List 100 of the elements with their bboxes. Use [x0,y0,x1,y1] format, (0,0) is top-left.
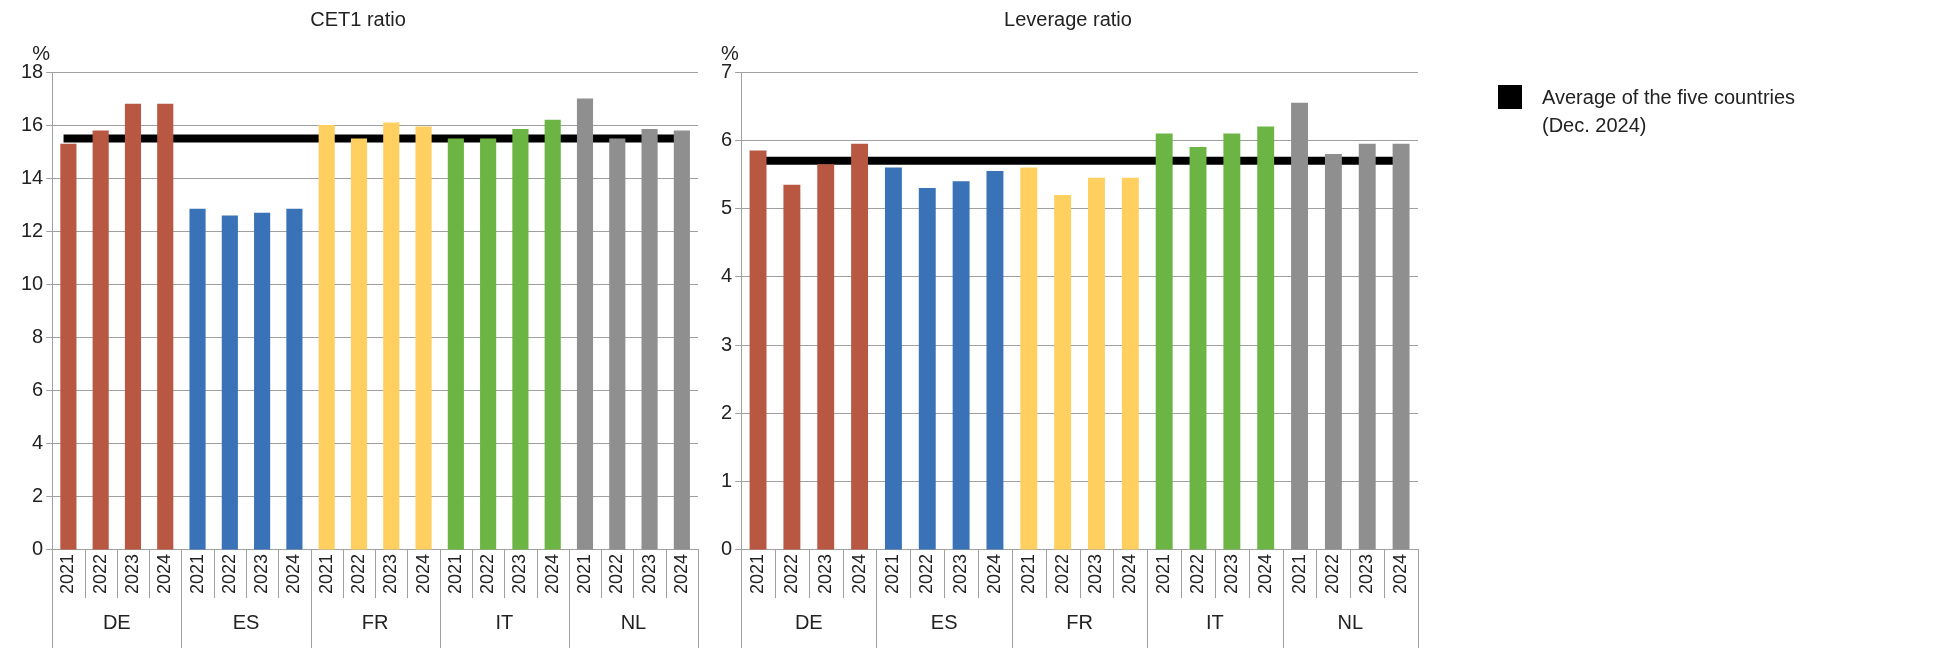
y-tick-label: 2 [32,484,44,507]
bar [447,138,464,550]
y-tick-label: 12 [21,218,44,241]
x-tick-label: 2022 [89,553,110,594]
bar [383,122,400,550]
bar [1223,133,1241,550]
x-tick-label: 2021 [573,553,594,594]
text: NL [620,610,647,633]
x-tick-label: 2023 [638,553,659,594]
bar [783,184,801,550]
x-tick-label: 2024 [670,553,691,594]
text: ES [930,610,958,633]
y-tick-label: 6 [721,127,733,150]
x-tick-label: 2024 [154,553,175,594]
bar [350,138,368,550]
x-tick-label: 2023 [814,553,835,594]
x-tick-label: 2023 [251,553,272,594]
y-tick-label: 4 [721,264,733,287]
text: ES [232,610,260,633]
bar [1291,102,1309,550]
y-tick-label: 14 [21,165,44,188]
bar [1054,194,1072,550]
x-tick-label: 2022 [1051,553,1072,594]
bar [1358,143,1376,550]
bar [884,167,902,550]
y-tick-label: 10 [21,271,44,294]
chart-title: Leverage ratio [1004,7,1132,30]
bar [918,188,936,550]
bar [986,171,1004,550]
y-tick-label: 5 [721,196,733,219]
y-tick-label: 0 [721,537,733,560]
text: DE [794,610,823,633]
x-tick-label: 2021 [1017,553,1038,594]
x-tick-label: 2023 [950,553,971,594]
bar [1189,147,1207,550]
text: IT [1206,610,1224,633]
bar [749,150,767,550]
x-tick-label: 2021 [1153,553,1174,594]
y-tick-label: 2 [721,400,733,423]
bar [817,164,835,550]
bar [576,98,594,550]
x-tick-label: 2021 [57,553,78,594]
y-tick-label: 6 [32,378,44,401]
x-tick-label: 2023 [121,553,142,594]
bar [189,208,206,550]
bar [1324,153,1342,550]
x-tick-label: 2024 [541,553,562,594]
legend-label: Average of the five countries (Dec. 2024) [1542,85,1797,138]
bar [673,130,690,550]
text: IT [495,610,514,633]
x-tick-label: 2022 [1186,553,1207,594]
y-tick-label: 16 [21,112,44,135]
x-tick-label: 2024 [1390,553,1411,594]
x-tick-label: 2021 [315,553,336,594]
x-tick-label: 2021 [747,553,768,594]
bar [415,126,432,550]
x-tick-label: 2022 [477,553,498,594]
bar [318,125,335,550]
bar [1088,177,1105,550]
bar [1392,143,1410,550]
x-tick-label: 2022 [347,553,368,594]
x-tick-label: 2023 [1356,553,1377,594]
x-tick-label: 2021 [186,553,207,594]
x-tick-label: 2024 [983,553,1004,594]
x-tick-label: 2021 [1288,553,1309,594]
y-tick-label: 4 [32,431,44,454]
x-tick-label: 2022 [916,553,937,594]
bar [1257,126,1275,550]
bar [1121,177,1139,550]
x-tick-label: 2024 [848,553,869,594]
y-tick-label: 8 [32,325,44,348]
text: FR [361,610,389,633]
text: FR [1066,610,1093,633]
y-tick-label: 1 [721,469,733,492]
text: DE [102,610,131,633]
x-tick-label: 2023 [509,553,530,594]
x-tick-label: 2022 [218,553,239,594]
bar [609,138,626,550]
x-tick-label: 2023 [1220,553,1241,594]
x-tick-label: 2021 [882,553,903,594]
bar [60,143,77,550]
bar [157,103,174,550]
bar [512,129,529,550]
x-tick-label: 2022 [606,553,627,594]
x-tick-label: 2023 [380,553,401,594]
bar [952,181,970,550]
x-tick-label: 2024 [283,553,304,594]
text: NL [1337,610,1364,633]
bar [480,138,497,550]
x-tick-label: 2024 [1254,553,1275,594]
chart-title: CET1 ratio [310,7,406,30]
bar [1020,167,1038,550]
x-tick-label: 2022 [780,553,801,594]
y-tick-label: 3 [721,332,733,355]
x-tick-label: 2024 [412,553,433,594]
y-tick-label: 0 [32,537,44,560]
x-tick-label: 2022 [1322,553,1343,594]
bar [1155,133,1173,550]
x-tick-label: 2024 [1119,553,1140,594]
bar [124,103,142,550]
